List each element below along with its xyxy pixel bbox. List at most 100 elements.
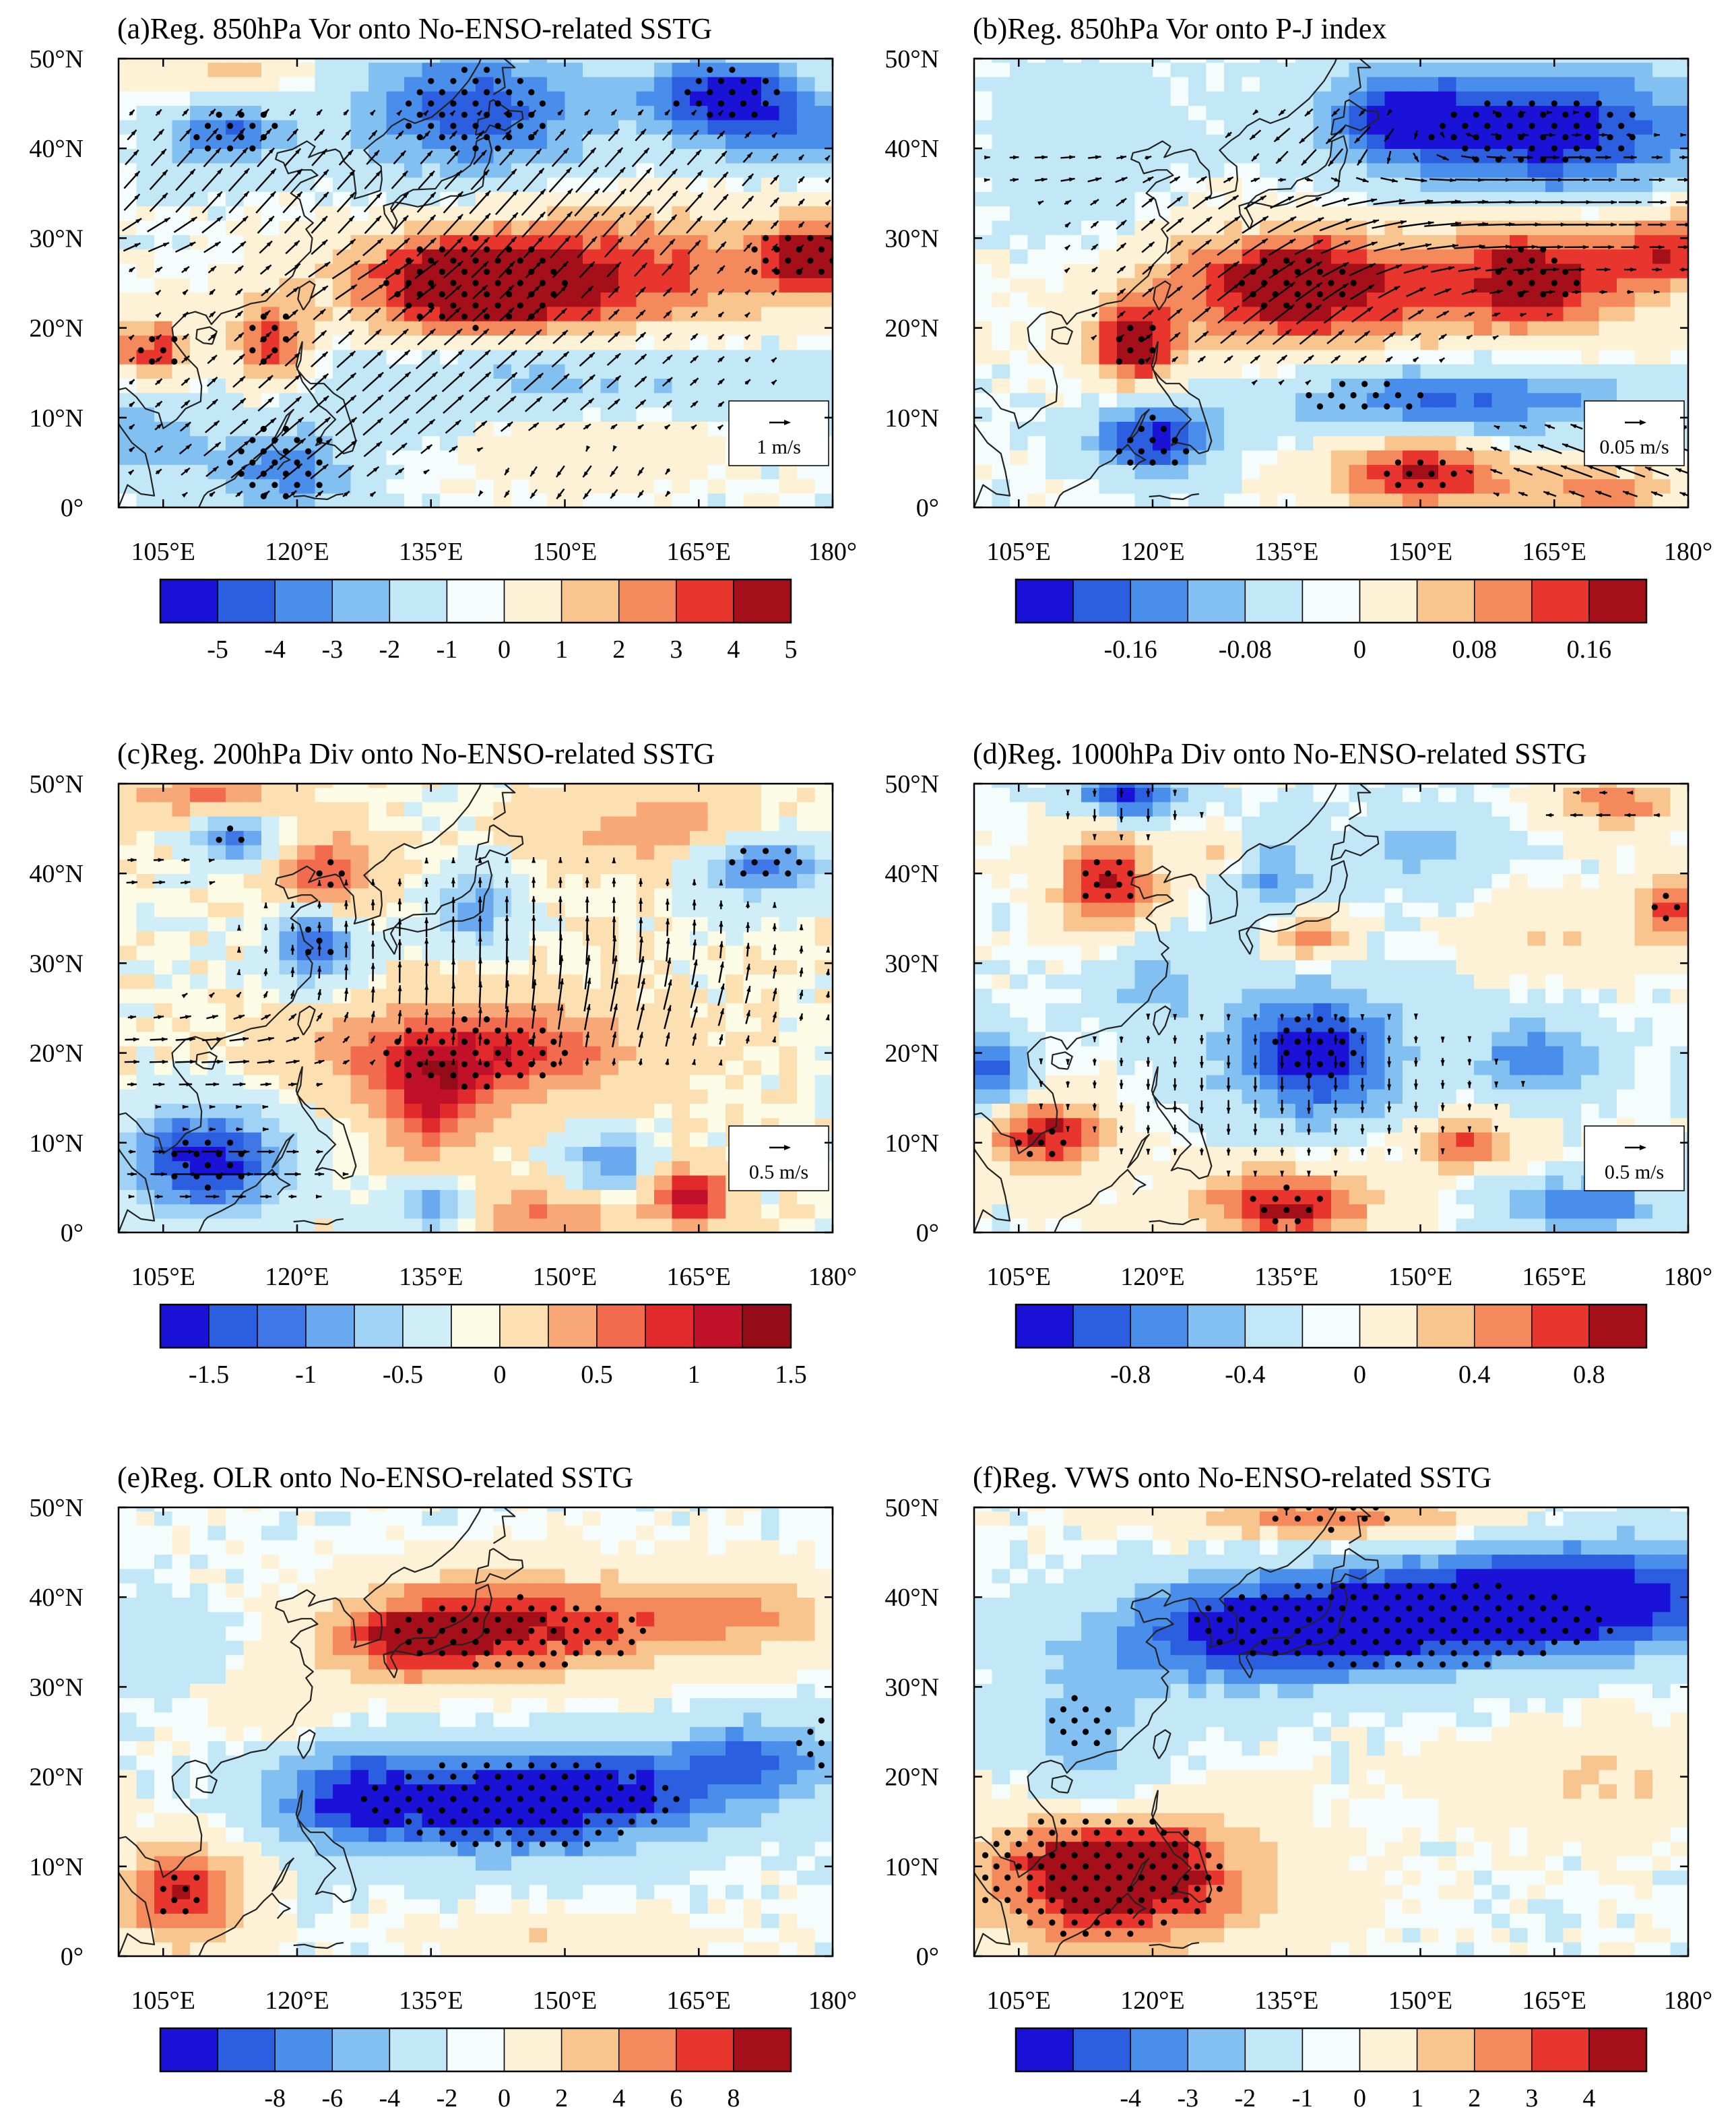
wind-vector [416, 191, 437, 213]
wind-vector [263, 1127, 269, 1131]
significance-dot [1328, 1050, 1335, 1057]
wind-vector [1490, 468, 1503, 475]
lon-tick-label: 120°E [1120, 538, 1184, 566]
wind-vector [337, 329, 355, 344]
significance-dot [818, 1717, 825, 1724]
wind-vector [770, 175, 779, 185]
significance-dot [461, 1038, 468, 1045]
significance-dot [472, 77, 479, 84]
colorbar-swatch [1244, 2028, 1304, 2072]
wind-vector [1490, 446, 1502, 452]
lat-tick-label: 50°N [885, 1494, 939, 1522]
panel-d-reference-label: 0.5 m/s [1605, 1161, 1664, 1183]
wind-vector [825, 222, 831, 228]
wind-vector [505, 915, 509, 940]
wind-vector [209, 881, 216, 885]
colorbar-label: 0 [1353, 635, 1366, 664]
wind-vector [1115, 177, 1128, 183]
wind-vector [357, 259, 389, 280]
significance-dot [1462, 1639, 1469, 1646]
wind-vector [496, 168, 517, 191]
significance-dot [539, 1774, 546, 1780]
wind-vector [662, 400, 672, 409]
colorbar-swatch [1359, 579, 1418, 623]
significance-dot [1205, 1627, 1212, 1634]
wind-vector [1593, 245, 1614, 249]
significance-dot [394, 1784, 401, 1791]
wind-vector [659, 148, 676, 167]
wind-vector [1066, 1081, 1070, 1088]
significance-dot [1272, 1195, 1279, 1202]
significance-dot [249, 437, 256, 443]
significance-dot [807, 1751, 814, 1757]
colorbar-swatch [1130, 1304, 1189, 1348]
wind-vector [1278, 178, 1286, 183]
significance-dot [472, 1616, 479, 1623]
panel-a-reference-vector [728, 400, 829, 466]
wind-vector [685, 192, 704, 213]
significance-dot [1015, 1908, 1022, 1914]
wind-vector [424, 960, 429, 984]
significance-dot [517, 1774, 523, 1780]
significance-dot [1261, 1207, 1268, 1214]
wind-vector [692, 900, 697, 910]
wind-vector [205, 127, 219, 142]
panel-d-colorbar: -0.8 -0.4 0 0.4 0.8 [1015, 1303, 1648, 1389]
wind-vector [1092, 1126, 1097, 1133]
significance-dot [1227, 1627, 1234, 1634]
significance-dot [1328, 1616, 1335, 1623]
significance-dot [1394, 1594, 1401, 1600]
wind-vector [209, 491, 216, 497]
significance-dot [428, 1796, 435, 1803]
significance-dot [1205, 1852, 1212, 1858]
wind-vector [1305, 379, 1312, 385]
significance-dot [461, 1016, 468, 1023]
significance-dot [1049, 1128, 1056, 1135]
wind-vector [1199, 1034, 1204, 1044]
wind-vector [127, 1172, 137, 1177]
wind-vector [662, 354, 673, 365]
wind-vector [389, 237, 410, 257]
significance-dot [406, 302, 412, 309]
wind-vector [1378, 285, 1401, 299]
wind-vector [1486, 155, 1506, 160]
significance-dot [1440, 123, 1446, 129]
lat-tick-label: 40°N [29, 860, 84, 888]
significance-dot [484, 1605, 490, 1612]
lon-tick-label: 105°E [131, 538, 195, 566]
wind-vector [1493, 425, 1500, 430]
wind-vector [234, 332, 245, 342]
significance-dot [1171, 459, 1178, 466]
significance-dot [506, 313, 513, 320]
significance-dot [1294, 1627, 1301, 1634]
significance-dot [1105, 892, 1112, 900]
colorbar-swatch [1187, 1304, 1246, 1348]
significance-dot [1283, 1027, 1290, 1034]
wind-vector [154, 445, 164, 453]
wind-vector [263, 945, 268, 954]
wind-vector [236, 1104, 242, 1109]
wind-vector [657, 190, 678, 214]
significance-dot [439, 246, 445, 253]
significance-dot [271, 325, 278, 332]
significance-dot [406, 1818, 412, 1825]
wind-vector [1116, 242, 1127, 252]
significance-dot [271, 482, 278, 489]
wind-vector [664, 109, 671, 116]
significance-dot [1428, 1650, 1435, 1656]
significance-dot [584, 1774, 591, 1780]
wind-vector [364, 215, 382, 234]
wind-vector [1410, 332, 1421, 342]
significance-dot [1127, 325, 1134, 332]
wind-vector [1540, 155, 1560, 160]
significance-dot [439, 268, 445, 275]
significance-dot [1004, 1897, 1011, 1904]
wind-vector [824, 155, 831, 162]
significance-dot [1551, 280, 1557, 286]
colorbar-swatch [1588, 1304, 1647, 1348]
wind-vector [602, 212, 626, 238]
wind-vector [155, 108, 162, 117]
significance-dot [327, 859, 334, 866]
wind-vector [314, 1036, 325, 1043]
